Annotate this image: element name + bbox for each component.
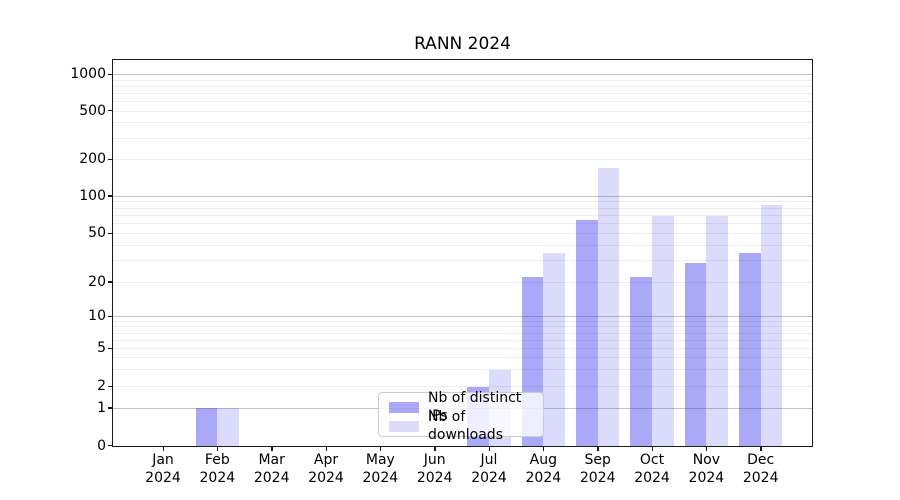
- gridline-minor-800: [113, 85, 812, 87]
- gridline-minor-300: [113, 137, 812, 139]
- x-tick-mar: [271, 446, 273, 451]
- y-tick-200: [108, 158, 112, 160]
- y-tick-label-5: 5: [97, 340, 106, 357]
- bar-downloads-feb: [217, 408, 240, 446]
- spine-left: [112, 59, 114, 447]
- gridline-minor-8: [113, 326, 812, 328]
- y-tick-20: [108, 281, 112, 283]
- gridline-minor-40: [113, 245, 812, 247]
- y-tick-label-50: 50: [88, 225, 106, 242]
- gridline-major-10: [113, 316, 812, 317]
- gridline-minor-30: [113, 260, 812, 262]
- gridline-minor-6: [113, 339, 812, 341]
- y-tick-label-1000: 1000: [70, 66, 106, 82]
- gridline-minor-50: [113, 233, 812, 235]
- x-tick-jun: [434, 446, 436, 451]
- gridline-minor-70: [113, 215, 812, 217]
- x-tick-nov: [705, 446, 708, 451]
- y-tick-1000: [108, 73, 112, 75]
- bar-ips-sep: [575, 219, 598, 446]
- y-tick-0: [108, 445, 112, 447]
- x-tick-label-jul: Jul 2024: [471, 452, 507, 486]
- gridline-minor-90: [113, 201, 812, 203]
- gridline-major-100: [113, 195, 812, 197]
- gridline-minor-200: [113, 159, 812, 161]
- x-tick-apr: [325, 446, 327, 451]
- x-tick-label-oct: Oct 2024: [634, 452, 670, 486]
- gridline-minor-80: [113, 207, 812, 209]
- y-tick-label-500: 500: [79, 102, 106, 119]
- y-tick-10: [108, 315, 112, 317]
- bar-ips-oct: [630, 277, 652, 446]
- legend-swatch-ips: [389, 401, 419, 413]
- gridline-minor-5: [113, 348, 812, 350]
- x-tick-label-jan: Jan 2024: [145, 452, 181, 486]
- legend: Nb of distinct IPs Nb of downloads: [378, 390, 544, 443]
- gridline-minor-700: [113, 92, 812, 94]
- gridline-minor-4: [113, 357, 812, 359]
- bar-ips-nov: [684, 262, 707, 446]
- x-tick-feb: [216, 446, 219, 451]
- gridline-major-1000: [113, 74, 812, 75]
- x-tick-label-sep: Sep 2024: [579, 452, 616, 486]
- x-tick-dec: [760, 446, 762, 451]
- x-tick-jul: [488, 446, 490, 451]
- x-tick-aug: [542, 446, 545, 451]
- gridline-minor-60: [113, 223, 812, 225]
- y-tick-label-1: 1: [97, 399, 106, 416]
- gridline-minor-500: [113, 110, 812, 112]
- spine-bottom: [112, 445, 813, 447]
- bar-ips-feb: [195, 408, 218, 446]
- bar-downloads-oct: [652, 215, 674, 446]
- x-tick-label-jun: Jun 2024: [416, 452, 453, 486]
- bar-downloads-aug: [543, 252, 566, 446]
- gridline-minor-900: [113, 79, 812, 81]
- x-tick-label-feb: Feb 2024: [199, 452, 236, 486]
- y-tick-label-200: 200: [79, 151, 106, 168]
- x-tick-label-mar: Mar 2024: [253, 452, 290, 486]
- legend-item-distinct-ips: Nb of distinct IPs: [389, 390, 543, 424]
- x-tick-may: [379, 446, 382, 451]
- gridline-minor-2: [113, 386, 812, 387]
- bar-downloads-dec: [760, 205, 783, 446]
- legend-label-downloads: Nb of downloads: [428, 409, 503, 443]
- spine-top: [112, 59, 813, 61]
- gridline-minor-400: [113, 122, 812, 124]
- x-tick-label-may: May 2024: [362, 452, 399, 486]
- y-tick-1: [108, 407, 112, 409]
- bar-downloads-nov: [706, 215, 729, 446]
- x-tick-sep: [597, 446, 599, 451]
- x-tick-label-apr: Apr 2024: [308, 452, 344, 486]
- y-tick-label-0: 0: [97, 437, 106, 454]
- gridline-minor-20: [113, 281, 812, 283]
- gridline-minor-3: [113, 369, 812, 371]
- gridline-minor-9: [113, 320, 812, 322]
- y-tick-label-2: 2: [97, 378, 106, 394]
- legend-item-downloads: Nb of downloads: [389, 409, 543, 443]
- x-tick-label-dec: Dec 2024: [742, 452, 779, 486]
- x-tick-jan: [162, 446, 164, 451]
- bar-ips-dec: [738, 252, 761, 446]
- bar-downloads-sep: [597, 168, 620, 446]
- y-tick-label-10: 10: [88, 308, 106, 324]
- x-tick-label-aug: Aug 2024: [525, 452, 562, 486]
- y-tick-100: [108, 195, 112, 197]
- legend-label-ips: Nb of distinct IPs: [428, 390, 522, 424]
- y-tick-label-20: 20: [88, 273, 106, 290]
- gridline-minor-600: [113, 100, 812, 102]
- y-tick-2: [108, 385, 112, 387]
- y-tick-5: [108, 347, 112, 350]
- chart-title: RANN 2024: [414, 34, 511, 54]
- spine-right: [812, 59, 814, 447]
- y-tick-label-100: 100: [79, 187, 106, 204]
- x-tick-oct: [651, 446, 653, 451]
- legend-swatch-downloads: [389, 420, 419, 432]
- gridline-minor-7: [113, 332, 812, 334]
- y-tick-50: [108, 232, 112, 235]
- x-tick-label-nov: Nov 2024: [688, 452, 725, 486]
- y-tick-500: [108, 110, 112, 112]
